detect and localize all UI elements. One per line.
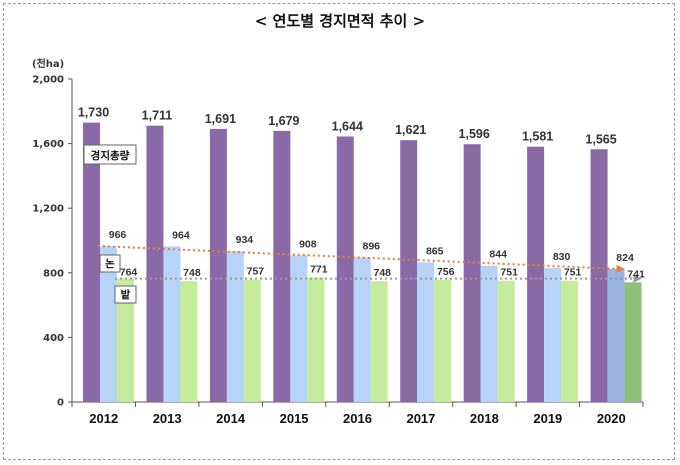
- data-label: 751: [564, 267, 582, 279]
- data-label: 751: [500, 267, 518, 279]
- bar: [463, 144, 481, 402]
- series-tag-label: 경지총량: [91, 149, 130, 162]
- data-label: 896: [363, 240, 381, 252]
- x-tick-label: 2016: [343, 411, 372, 426]
- series-tag-box: [99, 254, 121, 273]
- bar: [400, 140, 418, 402]
- data-label: 1,730: [78, 106, 109, 120]
- trendline: [97, 244, 619, 270]
- bar: [417, 262, 435, 402]
- x-tick-label: 2015: [280, 411, 309, 426]
- data-label: 830: [553, 251, 571, 263]
- data-label: 1,644: [332, 119, 363, 133]
- data-label: 748: [183, 267, 201, 279]
- data-label: 757: [247, 266, 265, 278]
- bar: [434, 279, 452, 402]
- chart-frame: [3, 3, 675, 460]
- bar: [209, 128, 227, 402]
- series-tag-label: 논: [105, 258, 115, 270]
- trendline-arrow: [616, 264, 625, 273]
- y-tick-label: 2,000: [32, 75, 64, 86]
- bar: [561, 280, 579, 402]
- x-tick-label: 2020: [597, 411, 626, 426]
- x-tick-label: 2014: [216, 411, 246, 426]
- y-tick-label: 800: [43, 268, 64, 279]
- chart-title: < 연도별 경지면적 추이 >: [254, 12, 426, 30]
- data-label: 844: [489, 249, 507, 261]
- y-tick-label: 1,200: [32, 204, 64, 215]
- x-tick-label: 2017: [406, 411, 435, 426]
- trendlines: [97, 244, 642, 283]
- series-tag-box: [114, 285, 137, 304]
- data-label: 1,596: [459, 127, 490, 141]
- bar: [480, 265, 498, 402]
- bar: [180, 281, 198, 402]
- bar: [83, 122, 100, 402]
- bar: [290, 255, 308, 402]
- data-labels: 1,730 1,711 1,691 1,679 1,644 1,621 1,596 1,581…: [78, 106, 645, 281]
- bar: [370, 281, 388, 402]
- y-tick-label: 400: [43, 333, 64, 344]
- bar: [146, 125, 164, 403]
- bar: [544, 267, 562, 402]
- data-label: 908: [299, 238, 317, 250]
- y-tick-label: 1,600: [32, 139, 64, 150]
- data-label: 764: [120, 267, 138, 279]
- bars: [83, 122, 642, 403]
- bar: [590, 149, 608, 402]
- data-label: 748: [374, 267, 392, 279]
- data-label: 756: [437, 266, 455, 278]
- bar: [100, 245, 117, 402]
- bar: [307, 277, 325, 402]
- bar: [163, 246, 181, 402]
- data-label: 1,711: [142, 109, 173, 123]
- bar: [497, 280, 515, 402]
- data-label: 1,691: [205, 112, 236, 126]
- trendline-arrow: [633, 274, 642, 283]
- data-label: 865: [426, 245, 444, 257]
- data-label: 824: [616, 252, 634, 264]
- x-tick-label: 2018: [470, 411, 499, 426]
- data-label: 1,679: [268, 114, 299, 128]
- bar: [527, 146, 545, 402]
- y-tick-label: 0: [57, 398, 64, 409]
- data-label: 1,565: [585, 132, 616, 146]
- bar: [353, 257, 371, 402]
- bar: [226, 251, 244, 402]
- x-tick-label: 2012: [89, 411, 118, 426]
- x-tick-label: 2013: [153, 411, 182, 426]
- series-tag-label: 밭: [121, 288, 131, 301]
- bar: [624, 282, 642, 402]
- data-label: 1,621: [395, 123, 426, 137]
- data-label: 771: [310, 263, 328, 275]
- data-label: 1,581: [522, 130, 553, 144]
- bar: [273, 130, 291, 403]
- bar: [117, 278, 134, 402]
- bar: [607, 268, 625, 402]
- x-tick-label: 2019: [533, 411, 562, 426]
- series-tag-box: [83, 144, 137, 165]
- data-label: 934: [236, 234, 254, 246]
- data-label: 964: [172, 229, 190, 241]
- bar: [336, 136, 354, 402]
- bar: [243, 279, 261, 402]
- data-label: 966: [109, 229, 127, 241]
- y-axis-unit: (천ha): [32, 57, 64, 70]
- data-label: 741: [627, 268, 645, 280]
